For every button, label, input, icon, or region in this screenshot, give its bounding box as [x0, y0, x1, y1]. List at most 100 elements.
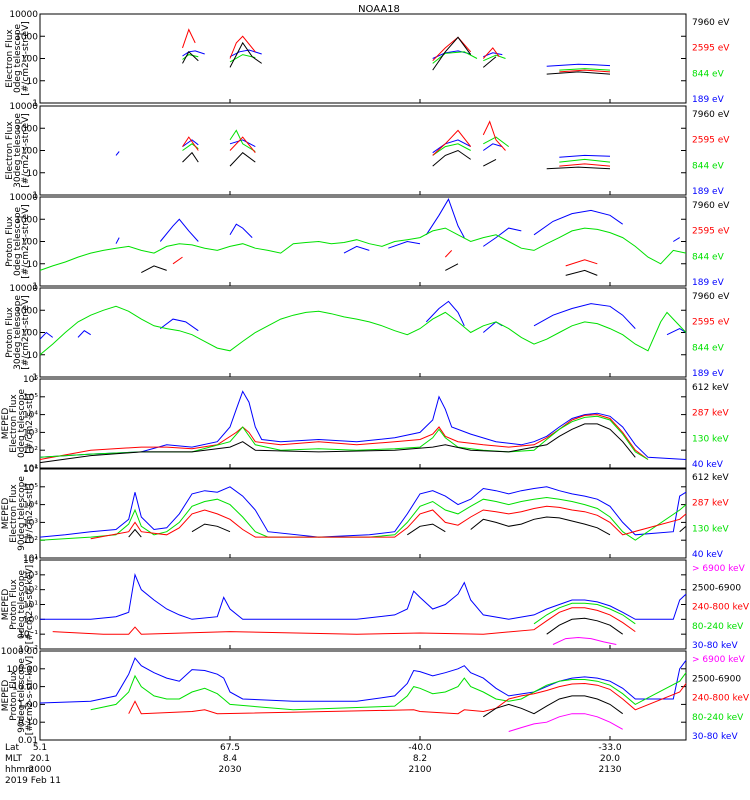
series-line-1: [39, 331, 54, 340]
series-line-4: [470, 516, 611, 536]
y-tick-label: 10¹: [23, 554, 38, 564]
x-row-label-lat: Lat: [5, 743, 20, 753]
y-tick-label: 1: [32, 191, 38, 201]
y-tick-label: 100: [21, 147, 38, 157]
series-line-2: [39, 227, 687, 271]
series-line-1: [115, 237, 120, 244]
series-line-1: [388, 240, 421, 249]
series-line-4: [483, 158, 497, 167]
legend-entry: 7960 eV: [692, 201, 730, 211]
series-line-3: [444, 250, 453, 258]
series-line-3: [182, 136, 199, 151]
series-line-3: [565, 259, 598, 267]
series-line-3: [39, 415, 649, 460]
y-tick-label: 10³: [23, 518, 38, 528]
y-tick-label: 10⁻¹: [18, 630, 38, 640]
y-axis-label: [#/cm2-s-str]: [25, 483, 35, 543]
legend-entry: 287 keV: [692, 499, 729, 509]
series-line-1: [483, 227, 522, 247]
legend-entry: 189 eV: [692, 95, 725, 105]
x-tick-label-mlt: 20.0: [600, 754, 620, 764]
legend-entry: 189 eV: [692, 369, 725, 379]
y-axis-label: 90deg telescope: [17, 658, 27, 733]
x-row-label-hhmm: hhmm: [5, 765, 34, 775]
legend-entry: 287 keV: [692, 409, 729, 419]
series-line-4: [483, 695, 623, 718]
x-tick-label-hhmm: 2000: [29, 765, 52, 775]
y-tick-label: 10⁵: [23, 483, 38, 493]
y-axis-label: Proton Flux: [5, 216, 15, 267]
series-line-3: [482, 120, 506, 151]
y-tick-label: 1.00: [18, 700, 38, 710]
series-line-1: [425, 198, 465, 238]
series-line-2: [39, 496, 687, 541]
y-tick-label: 10000: [9, 284, 38, 294]
series-line-4: [141, 265, 167, 274]
x-row-label-mlt: MLT: [5, 754, 23, 764]
y-axis-label: 90deg telescope: [17, 476, 27, 551]
series-line-1: [160, 318, 199, 332]
x-tick-label-hhmm: 2100: [409, 765, 432, 775]
x-tick-label-lat: 5.1: [33, 743, 47, 753]
series-line-3: [482, 47, 500, 59]
y-axis-label: Proton Flux: [5, 307, 15, 358]
series-line-5: [508, 713, 623, 732]
series-line-1: [432, 50, 471, 59]
y-tick-label: 10: [27, 351, 39, 361]
legend-entry: 2595 eV: [692, 318, 730, 328]
series-line-4: [546, 71, 611, 75]
y-tick-label: 10⁻²: [18, 645, 38, 655]
series-line-3: [172, 256, 183, 265]
y-tick-label: 10000: [9, 193, 38, 203]
series-line-1: [229, 49, 262, 58]
panel-8: 0.01 0.10 1.00 10.00 100.00 1000.00 MEPEDProto…: [1, 647, 750, 746]
y-tick-label: 10.00: [12, 683, 38, 693]
y-axis-label: 30deg telescope: [13, 295, 23, 370]
legend-entry: 189 eV: [692, 278, 725, 288]
series-line-1: [666, 328, 687, 336]
y-tick-label: 0.01: [18, 736, 38, 746]
y-tick-label: 1000: [15, 215, 38, 225]
y-tick-label: 10000: [9, 10, 38, 20]
y-axis-label: Proton Flux: [9, 670, 19, 721]
y-axis-label: 0deg telescope: [13, 24, 23, 94]
legend-entry: 2500-6900: [692, 583, 741, 593]
legend-entry: 7960 eV: [692, 18, 730, 28]
y-axis-label: 0deg telescope: [17, 570, 27, 640]
series-line-4: [191, 523, 231, 533]
x-tick-label-lat: 67.5: [220, 743, 240, 753]
y-tick-label: 10¹: [23, 464, 38, 474]
series-line-1: [77, 330, 91, 338]
y-tick-label: 10⁰: [23, 615, 38, 625]
series-line-1: [546, 63, 611, 67]
panel-frame: [39, 468, 687, 559]
y-axis-label: 30deg telescope: [13, 113, 23, 188]
y-axis-label: Electron Flux: [5, 29, 15, 88]
y-tick-label: 1: [32, 282, 38, 292]
series-line-1: [39, 486, 687, 538]
series-line-1: [432, 139, 471, 154]
series-line-4: [445, 263, 459, 271]
legend-entry: > 6900 keV: [692, 655, 746, 665]
legend-entry: 844 eV: [692, 343, 725, 353]
series-line-1: [229, 223, 253, 238]
legend-entry: 844 eV: [692, 69, 725, 79]
y-tick-label: 10⁶: [23, 465, 38, 475]
legend-entry: > 6900 keV: [692, 564, 746, 574]
legend-entry: 30-80 keV: [692, 641, 738, 651]
y-tick-label: 10⁶: [23, 375, 38, 385]
y-axis-label: MEPED: [1, 680, 11, 712]
y-tick-label: 1000: [15, 32, 38, 42]
y-tick-label: 10²: [23, 586, 38, 596]
series-line-2: [559, 68, 611, 71]
series-line-4: [432, 36, 472, 71]
y-axis-label: Electron Flux: [9, 484, 19, 543]
y-tick-label: 100: [21, 329, 38, 339]
legend-entry: 2595 eV: [692, 136, 730, 146]
y-tick-label: 10⁴: [23, 411, 38, 421]
series-line-3: [432, 36, 472, 62]
